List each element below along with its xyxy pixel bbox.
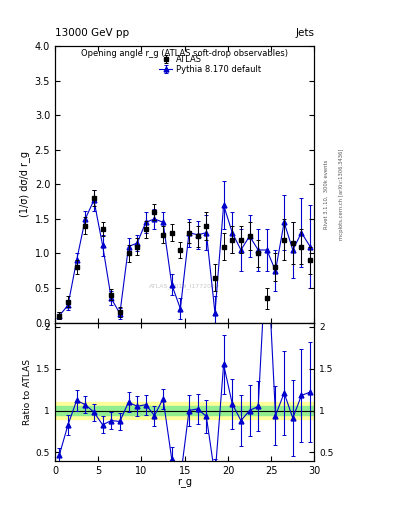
Legend: ATLAS, Pythia 8.170 default: ATLAS, Pythia 8.170 default [158,53,263,76]
Text: 13000 GeV pp: 13000 GeV pp [55,28,129,38]
Text: Opening angle r_g (ATLAS soft-drop observables): Opening angle r_g (ATLAS soft-drop obser… [81,49,288,58]
Bar [55,402,314,419]
Text: ATLAS_2019_I1772069: ATLAS_2019_I1772069 [149,284,220,289]
X-axis label: r_g: r_g [177,478,192,488]
Y-axis label: Ratio to ATLAS: Ratio to ATLAS [23,359,31,424]
Text: Rivet 3.1.10,  300k events: Rivet 3.1.10, 300k events [324,160,329,229]
Bar [55,407,314,415]
Text: mcplots.cern.ch [arXiv:1306.3436]: mcplots.cern.ch [arXiv:1306.3436] [339,149,344,240]
Y-axis label: (1/σ) dσ/d r_g: (1/σ) dσ/d r_g [20,152,31,217]
Text: Jets: Jets [296,28,314,38]
